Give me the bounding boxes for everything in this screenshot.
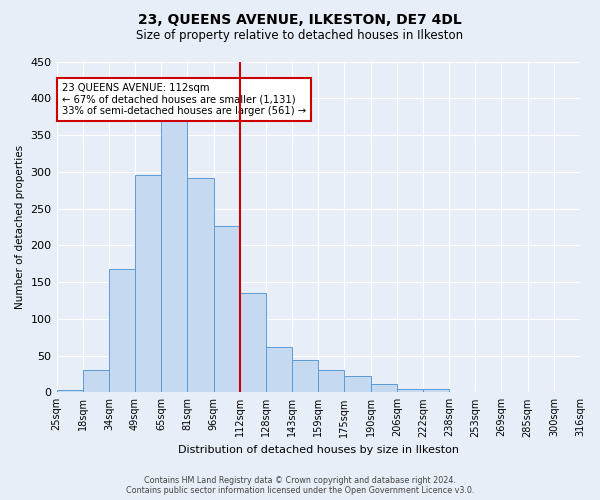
Bar: [109, 269, 135, 392]
Text: 23, QUEENS AVENUE, ILKESTON, DE7 4DL: 23, QUEENS AVENUE, ILKESTON, DE7 4DL: [138, 12, 462, 26]
Text: Size of property relative to detached houses in Ilkeston: Size of property relative to detached ho…: [136, 29, 464, 42]
X-axis label: Distribution of detached houses by size in Ilkeston: Distribution of detached houses by size …: [178, 445, 459, 455]
Bar: [161, 120, 187, 392]
Bar: [318, 370, 344, 392]
Text: Contains HM Land Registry data © Crown copyright and database right 2024.
Contai: Contains HM Land Registry data © Crown c…: [126, 476, 474, 495]
Bar: [371, 384, 397, 392]
Bar: [240, 293, 266, 392]
Bar: [423, 390, 449, 392]
Bar: [214, 226, 240, 392]
Bar: [266, 348, 292, 393]
Text: 23 QUEENS AVENUE: 112sqm
← 67% of detached houses are smaller (1,131)
33% of sem: 23 QUEENS AVENUE: 112sqm ← 67% of detach…: [62, 83, 306, 116]
Bar: [187, 178, 214, 392]
Bar: [292, 360, 318, 392]
Bar: [397, 388, 423, 392]
Y-axis label: Number of detached properties: Number of detached properties: [15, 145, 25, 309]
Bar: [56, 390, 83, 392]
Bar: [344, 376, 371, 392]
Bar: [83, 370, 109, 392]
Bar: [135, 174, 161, 392]
